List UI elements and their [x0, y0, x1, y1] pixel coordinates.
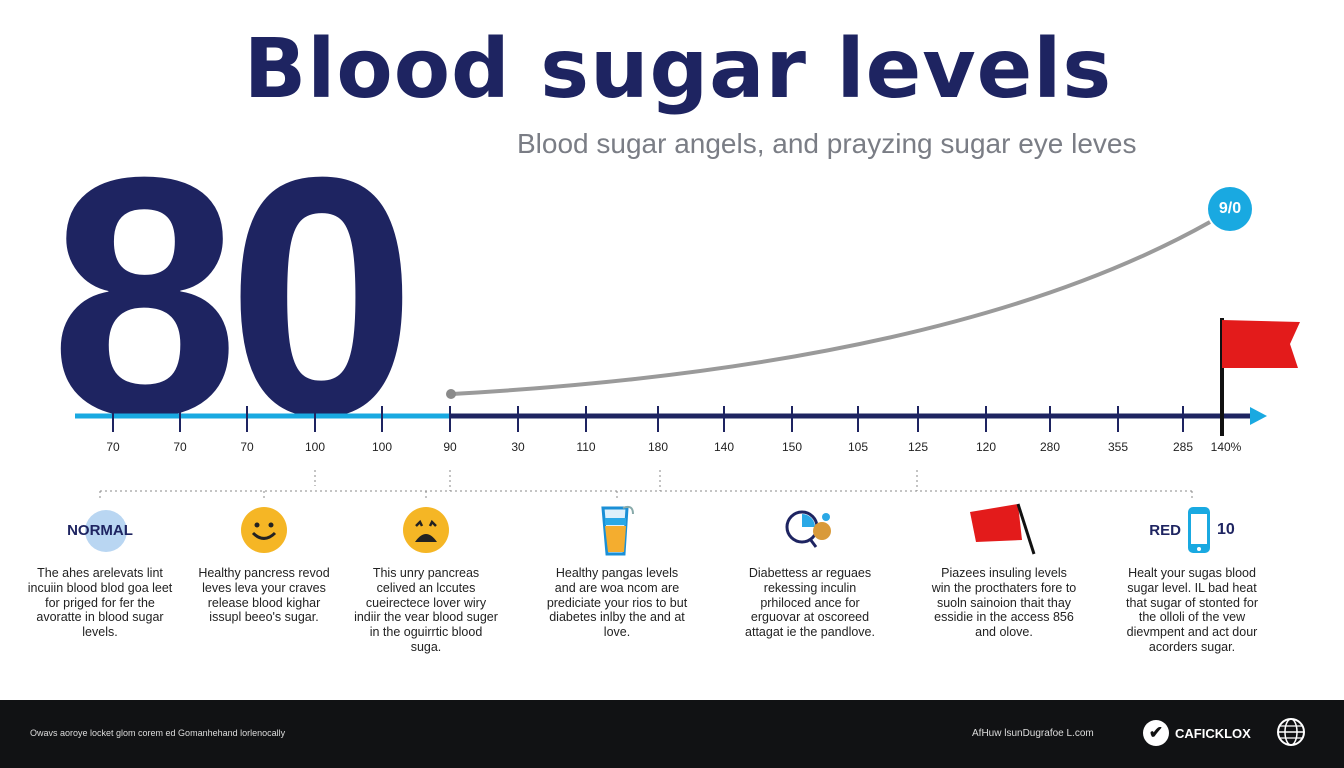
normal-badge: NORMAL — [67, 509, 133, 552]
peak-badge: 9/0 — [1208, 187, 1252, 231]
tick-label: 105 — [847, 440, 869, 454]
tick-label: 125 — [907, 440, 929, 454]
info-column-glass: Healthy pangas levels and are woa ncom a… — [544, 500, 690, 640]
tick-label: 90 — [443, 440, 457, 454]
tick-label: 70 — [106, 440, 120, 454]
footer: Owavs aoroye locket glom corem ed Gomanh… — [0, 700, 1344, 768]
red-value: 10 — [1216, 521, 1235, 538]
column-text: Healthy pancress revod leves leva your c… — [198, 566, 330, 625]
column-text: Healthy pangas levels and are woa ncom a… — [546, 566, 688, 640]
frown-icon — [403, 507, 449, 553]
tick-label: 30 — [511, 440, 525, 454]
trend-curve — [451, 220, 1211, 396]
timeline — [75, 220, 1300, 500]
subtitle: Blood sugar angels, and prayzing sugar e… — [517, 128, 1137, 159]
tick-label: 280 — [1039, 440, 1061, 454]
check-icon: ✔ — [1143, 720, 1169, 746]
info-column-healthy: Healthy pancress revod leves leva your c… — [191, 500, 337, 625]
tick-label: 100 — [304, 440, 326, 454]
red-flag-icon — [1222, 320, 1300, 368]
tick-label: 100 — [371, 440, 393, 454]
column-text: Piazees insuling levels win the procthat… — [931, 566, 1077, 640]
tick-label: 70 — [240, 440, 254, 454]
brand-name: CAFICKLOX — [1175, 725, 1251, 741]
big-number: 80 — [50, 127, 416, 419]
phone-icon — [1187, 507, 1210, 553]
smiley-icon — [241, 507, 287, 553]
tick-label: 140% — [1210, 440, 1242, 454]
curve-start-dot — [446, 389, 456, 399]
red-label: RED — [1149, 521, 1181, 539]
column-text: Healt your sugas blood sugar level. IL b… — [1125, 566, 1259, 654]
footer-note: Owavs aoroye locket glom corem ed Gomanh… — [30, 728, 286, 738]
axis-arrow-icon — [1250, 407, 1267, 425]
tick-label: 140 — [713, 440, 735, 454]
tick-label: 150 — [781, 440, 803, 454]
info-column-flag: Piazees insuling levels win the procthat… — [931, 500, 1077, 640]
info-column-unhealthy: This unry pancreas celived an lccutes cu… — [353, 500, 499, 655]
tick-label: 285 — [1172, 440, 1194, 454]
tick-label: 355 — [1107, 440, 1129, 454]
column-text: This unry pancreas celived an lccutes cu… — [354, 566, 498, 654]
tick-label: 110 — [576, 440, 596, 454]
tick-label: 180 — [647, 440, 669, 454]
column-text: The ahes arelevats lint incuiin blood bl… — [27, 566, 173, 640]
info-column-red: RED 10 Healt your sugas blood sugar leve… — [1119, 500, 1265, 655]
magnifier-icon — [785, 510, 831, 548]
info-column-normal: NORMAL The ahes arelevats lint incuiin b… — [27, 500, 173, 640]
tick-label: 120 — [975, 440, 997, 454]
globe-icon[interactable] — [1276, 717, 1306, 747]
page-title: Blood sugar levels — [243, 22, 1113, 117]
tick-label: 70 — [173, 440, 187, 454]
glass-icon — [601, 505, 634, 556]
footer-link[interactable]: AfHuw lsunDugrafoe L.com — [972, 728, 1094, 739]
brand-logo: ✔ CAFICKLOX — [1143, 720, 1251, 746]
column-text: Diabettess ar reguaes rekessing inculin … — [745, 566, 875, 640]
info-column-diabetes: Diabettess ar reguaes rekessing inculin … — [737, 500, 883, 640]
big-number-frame: 80 — [50, 127, 430, 419]
flag-icon — [970, 503, 1036, 555]
